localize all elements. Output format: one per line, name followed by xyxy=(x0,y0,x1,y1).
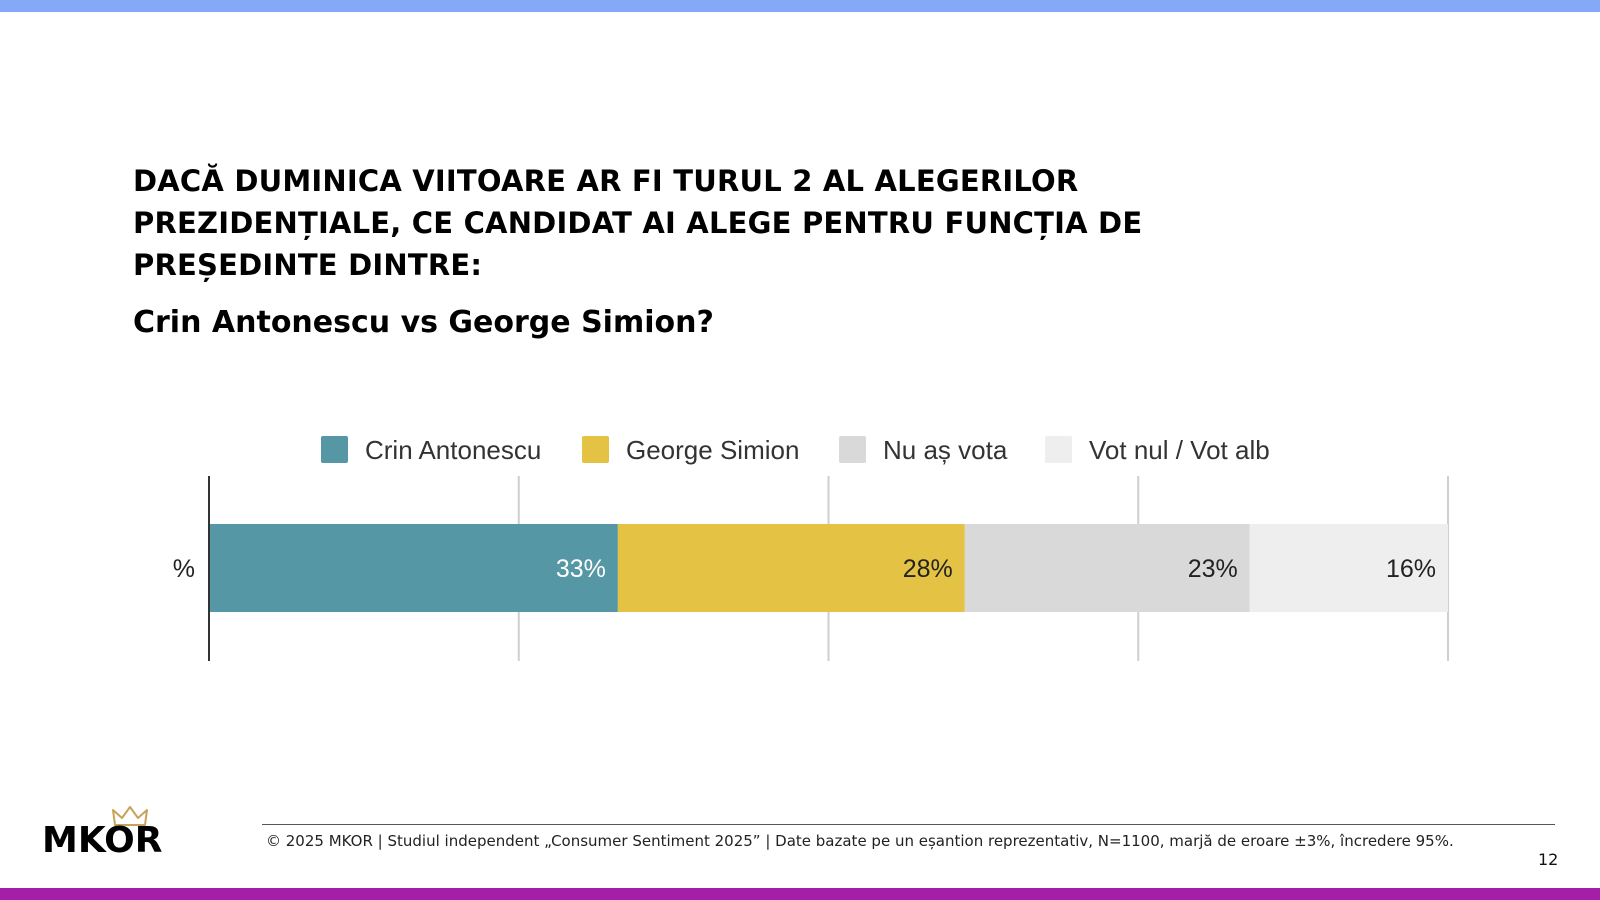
legend-swatch xyxy=(839,436,866,463)
crown-icon xyxy=(112,806,148,826)
data-label: 16% xyxy=(1386,555,1436,583)
footer-source-text: © 2025 MKOR | Studiul independent „Consu… xyxy=(266,832,1454,850)
bottom-accent-bar xyxy=(0,888,1600,900)
top-accent-bar xyxy=(0,0,1600,12)
legend-label: George Simion xyxy=(626,435,799,465)
data-label: 23% xyxy=(1188,555,1238,583)
legend-label: Crin Antonescu xyxy=(365,435,541,465)
legend-swatch xyxy=(582,436,609,463)
legend-label: Vot nul / Vot alb xyxy=(1089,435,1270,465)
legend-swatch xyxy=(321,436,348,463)
data-label: 33% xyxy=(556,555,606,583)
data-label: 28% xyxy=(903,555,953,583)
question-title: DACĂ DUMINICA VIITOARE AR FI TURUL 2 AL … xyxy=(133,164,1143,282)
mkor-logo: MKOR xyxy=(42,806,192,861)
footer-divider xyxy=(262,824,1555,825)
page-number: 12 xyxy=(1538,850,1559,869)
legend-label: Nu aș vota xyxy=(883,435,1008,465)
question-subtitle: Crin Antonescu vs George Simion? xyxy=(133,305,714,340)
bar-segment xyxy=(617,524,965,612)
legend-swatch xyxy=(1045,436,1072,463)
category-label: % xyxy=(173,555,195,583)
bar-segment xyxy=(964,524,1250,612)
bar-segment xyxy=(1249,524,1448,612)
bar-segment xyxy=(209,524,618,612)
logo-text: MKOR xyxy=(42,820,163,861)
